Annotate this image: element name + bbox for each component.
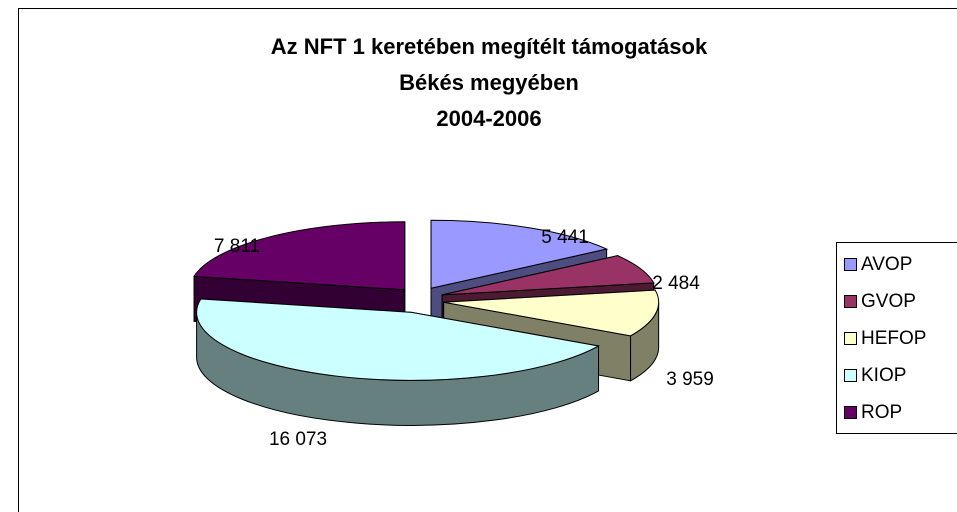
chart-title: Békés megyében	[399, 70, 579, 95]
data-label: 16 073	[269, 429, 327, 450]
legend-swatch	[844, 295, 857, 308]
data-label: 5 441	[541, 227, 589, 248]
data-label: 7 811	[214, 236, 260, 257]
legend-swatch	[844, 332, 857, 345]
legend-label: AVOP	[861, 254, 912, 275]
slice	[196, 298, 600, 381]
legend-label: GVOP	[861, 291, 916, 312]
data-label: 2 484	[652, 273, 700, 294]
slice	[196, 298, 600, 426]
slice	[442, 255, 655, 296]
chart-title: Az NFT 1 keretében megítélt támogatások	[271, 34, 708, 59]
legend-label: HEFOP	[861, 328, 926, 349]
legend-label: KIOP	[861, 365, 906, 386]
chart-title: 2004-2006	[436, 106, 541, 131]
legend-swatch	[844, 406, 857, 419]
data-label: 3 959	[666, 369, 714, 390]
legend-label: ROP	[861, 402, 902, 423]
slice	[193, 221, 406, 291]
slice	[430, 219, 609, 289]
slice	[443, 289, 660, 337]
legend-swatch	[844, 258, 857, 271]
legend-swatch	[844, 369, 857, 382]
